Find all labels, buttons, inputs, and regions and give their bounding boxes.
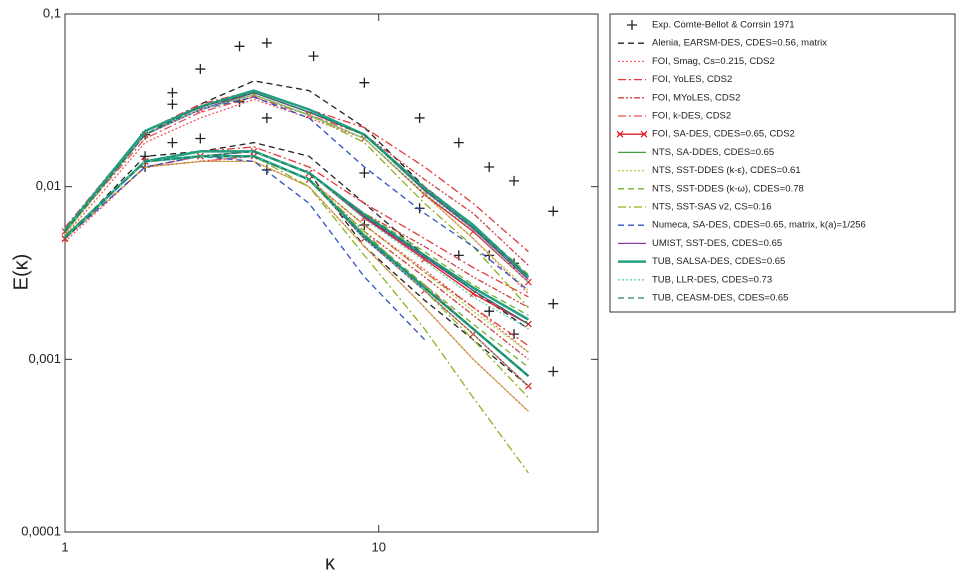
data-point [414,112,425,123]
legend-label: NTS, SST-DDES (k-ε), CDES=0.61 [652,165,801,176]
data-point [261,164,272,175]
legend-marker [640,130,648,138]
y-axis-label: E(κ) [10,254,32,291]
y-tick-label: 0,1 [43,5,61,20]
data-point [453,137,464,148]
data-point [195,133,206,144]
data-point [167,99,178,110]
legend-label: UMIST, SST-DES, CDES=0.65 [652,238,782,249]
series-line [64,80,529,387]
legend-label: Exp. Comte-Bellot & Corrsin 1971 [652,20,795,31]
data-point [261,37,272,48]
data-point [484,306,495,317]
series-line [64,92,529,377]
x-axis-label: κ [325,552,336,574]
data-point [414,203,425,214]
legend-label: FOI, MYoLES, CDS2 [652,92,740,103]
data-point [509,175,520,186]
legend-label: FOI, Smag, Cs=0.215, CDS2 [652,56,775,67]
data-point [359,219,370,230]
legend-label: TUB, SALSA-DES, CDES=0.65 [652,256,785,267]
legend-label: TUB, LLR-DES, CDES=0.73 [652,274,772,285]
data-point [234,41,245,52]
y-tick-label: 0,001 [28,351,61,366]
plot-area [61,37,559,474]
data-point [308,51,319,62]
series-line [64,92,529,368]
legend-marker [616,130,624,138]
legend-label: TUB, CEASM-DES, CDES=0.65 [652,293,788,304]
series-line [64,92,529,377]
legend-label: NTS, SA-DDES, CDES=0.65 [652,147,774,158]
series-line [64,89,530,378]
data-point [548,366,559,377]
y-tick-label: 0,01 [36,178,61,193]
legend: Exp. Comte-Bellot & Corrsin 1971 Alenia, … [616,20,866,304]
data-point [548,206,559,217]
plot-frame [64,13,599,533]
data-point [167,137,178,148]
x-tick-label: 10 [371,539,385,554]
legend-box [609,13,956,313]
legend-label: Numeca, SA-DES, CDES=0.65, matrix, k(a)=… [652,220,866,231]
legend-label: FOI, SA-DES, CDES=0.65, CDS2 [652,129,795,140]
data-point [524,278,532,286]
legend-marker [627,20,637,30]
legend-label: NTS, SST-DDES (k-ω), CDES=0.78 [652,183,804,194]
data-point [359,167,370,178]
y-tick-label: 0,0001 [21,523,61,538]
legend-label: FOI, YoLES, CDS2 [652,74,732,85]
data-point [167,87,178,98]
legend-label: NTS, SST-SAS v2, CS=0.16 [652,202,772,213]
data-point [195,64,206,75]
x-tick-label: 1 [61,539,68,554]
legend-label: Alenia, EARSM-DES, CDES=0.56, matrix [652,38,827,49]
data-point [548,298,559,309]
data-point [484,161,495,172]
data-point [359,77,370,88]
legend-label: FOI, k-DES, CDS2 [652,111,731,122]
data-point [261,112,272,123]
series-line [64,92,529,377]
